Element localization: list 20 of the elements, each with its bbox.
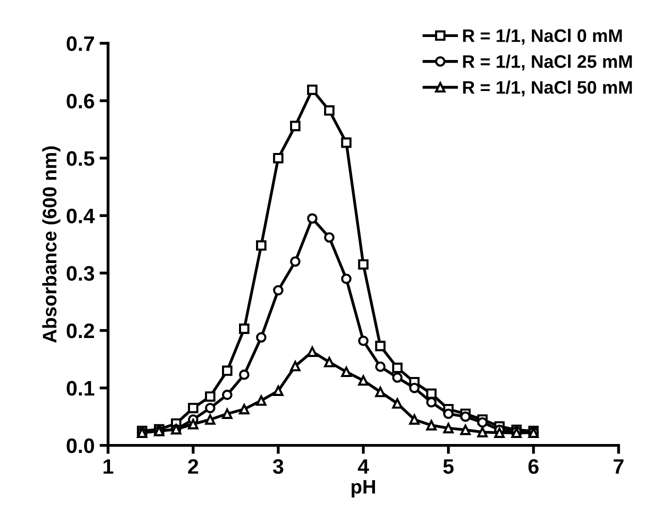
y-tick-label: 0.3 — [66, 266, 94, 281]
x-tick-label: 4 — [358, 459, 370, 474]
y-tick-label: 0.0 — [66, 438, 94, 454]
y-tick-label: 0.2 — [66, 323, 94, 338]
legend-label: R = 1/1, NaCl 0 mM — [463, 28, 622, 45]
y-tick-label: 0.6 — [66, 94, 94, 108]
x-tick-label: 5 — [443, 459, 454, 474]
x-tick-label: 6 — [528, 459, 539, 474]
y-tick-label: 0.1 — [66, 380, 94, 396]
x-tick-label: 1 — [104, 459, 114, 474]
y-tick-label: 0.7 — [66, 36, 94, 52]
y-axis-title: Absorbance (600 nm) — [42, 146, 60, 343]
x-axis-title: pH — [352, 480, 375, 498]
legend-label: R = 1/1, NaCl 25 mM — [463, 54, 632, 71]
x-tick-label: 3 — [272, 459, 284, 474]
y-tick-label: 0.5 — [66, 151, 94, 166]
x-tick-label: 7 — [614, 459, 624, 474]
x-tick-label: 2 — [188, 459, 198, 474]
y-tick-label: 0.4 — [66, 208, 95, 224]
legend-label: R = 1/1, NaCl 50 mM — [463, 80, 632, 96]
